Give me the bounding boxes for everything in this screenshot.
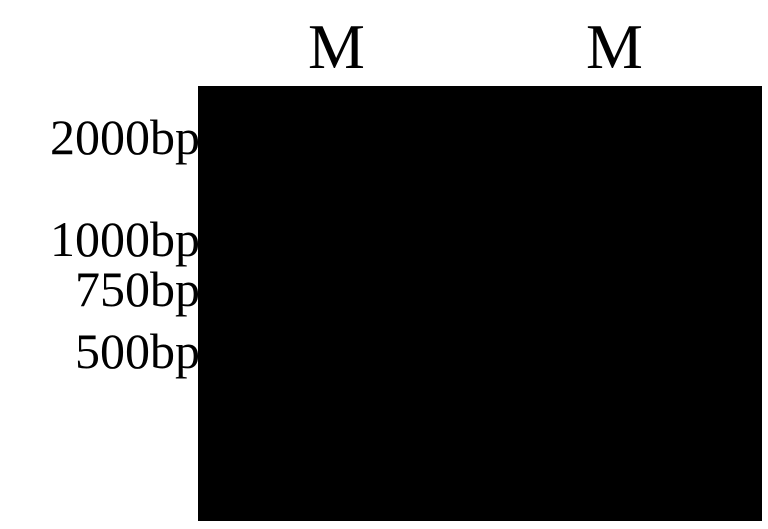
size-label-750bp: 750bp — [0, 260, 200, 318]
size-label-500bp: 500bp — [0, 322, 200, 380]
lane-label-m-right: M — [586, 10, 643, 84]
lane-label-m-left: M — [308, 10, 365, 84]
gel-figure: M M 2000bp 1000bp 750bp 500bp — [0, 0, 768, 529]
gel-image-area — [198, 86, 762, 521]
size-label-2000bp: 2000bp — [0, 108, 200, 166]
